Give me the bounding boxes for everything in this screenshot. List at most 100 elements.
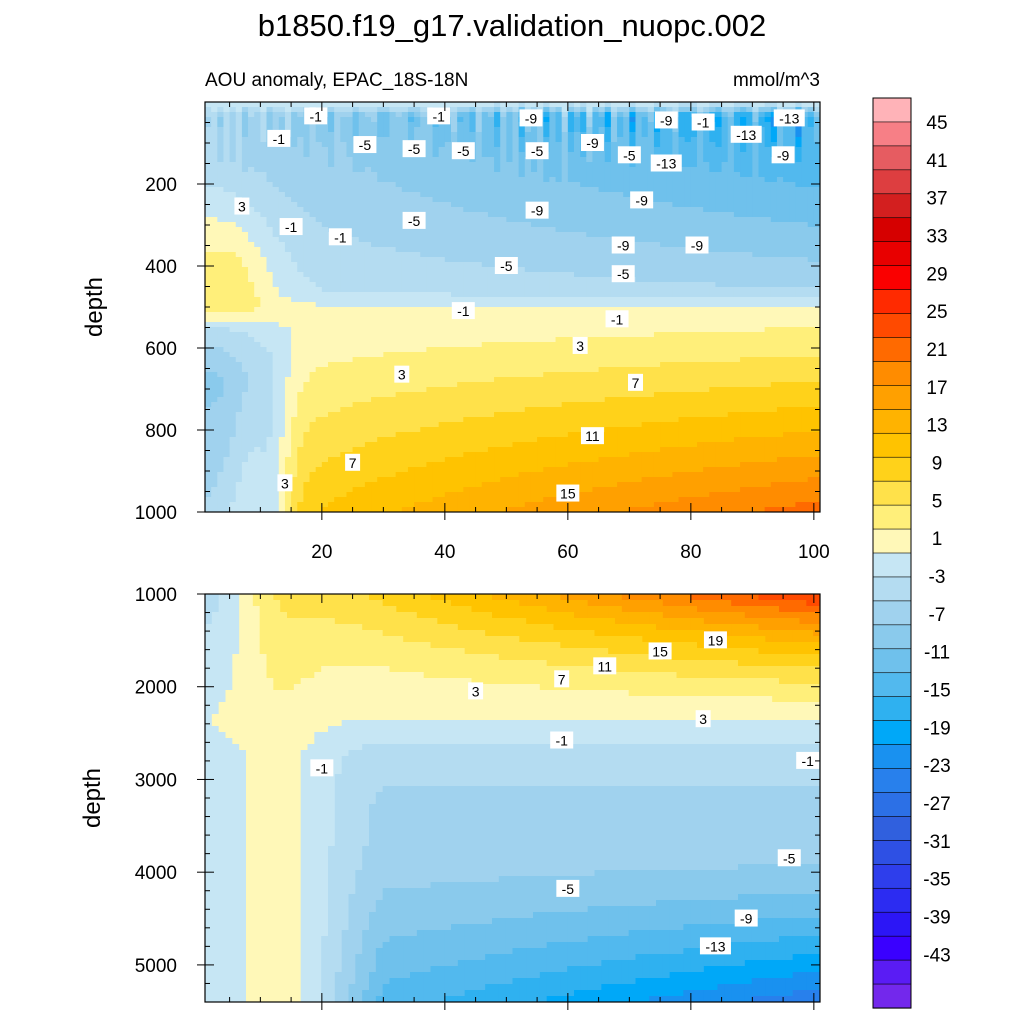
field-cell bbox=[352, 112, 360, 118]
field-cell bbox=[395, 257, 403, 263]
field-cell bbox=[549, 312, 557, 318]
field-cell bbox=[697, 322, 704, 328]
field-cell bbox=[629, 222, 637, 228]
field-cell bbox=[346, 152, 354, 158]
field-cell bbox=[494, 272, 501, 278]
field-cell bbox=[438, 187, 446, 193]
field-cell bbox=[795, 337, 803, 343]
field-cell bbox=[420, 157, 427, 163]
field-cell bbox=[395, 142, 403, 148]
field-cell bbox=[254, 337, 261, 343]
field-cell bbox=[328, 287, 335, 293]
field-cell bbox=[475, 342, 483, 348]
field-cell bbox=[574, 102, 581, 108]
field-cell bbox=[432, 127, 440, 133]
field-cell bbox=[506, 232, 514, 238]
field-cell bbox=[211, 242, 218, 248]
field-cell bbox=[321, 322, 329, 328]
field-cell bbox=[364, 162, 372, 168]
field-cell bbox=[444, 217, 452, 223]
field-cell bbox=[555, 122, 563, 128]
field-cell bbox=[567, 112, 575, 118]
field-cell bbox=[463, 197, 471, 203]
field-cell bbox=[580, 117, 587, 123]
field-cell bbox=[266, 342, 274, 348]
field-cell bbox=[377, 112, 384, 118]
field-cell bbox=[438, 292, 446, 298]
field-cell bbox=[518, 177, 526, 183]
field-cell bbox=[383, 257, 391, 263]
field-cell bbox=[518, 162, 526, 168]
field-cell bbox=[395, 147, 403, 153]
field-cell bbox=[487, 182, 495, 188]
field-cell bbox=[740, 287, 747, 293]
field-cell bbox=[641, 322, 649, 328]
field-cell bbox=[303, 152, 311, 158]
field-cell bbox=[229, 287, 237, 293]
field-cell bbox=[697, 172, 704, 178]
field-cell bbox=[217, 152, 225, 158]
field-cell bbox=[592, 212, 600, 218]
field-cell bbox=[309, 237, 317, 243]
field-cell bbox=[438, 237, 446, 243]
field-cell bbox=[211, 327, 218, 333]
field-cell bbox=[432, 142, 440, 148]
field-cell bbox=[752, 297, 760, 303]
field-cell bbox=[524, 337, 532, 343]
field-cell bbox=[506, 142, 514, 148]
field-cell bbox=[586, 342, 594, 348]
field-cell bbox=[248, 112, 255, 118]
field-cell bbox=[672, 302, 680, 308]
field-cell bbox=[340, 347, 348, 353]
field-cell bbox=[321, 287, 329, 293]
field-cell bbox=[235, 112, 243, 118]
field-cell bbox=[678, 272, 686, 278]
field-cell bbox=[721, 332, 729, 338]
field-cell bbox=[647, 342, 655, 348]
field-cell bbox=[241, 302, 249, 308]
field-cell bbox=[389, 127, 397, 133]
field-cell bbox=[260, 332, 268, 338]
field-cell bbox=[352, 307, 360, 313]
field-cell bbox=[740, 272, 747, 278]
field-cell bbox=[315, 342, 323, 348]
field-cell bbox=[469, 167, 477, 173]
field-cell bbox=[414, 317, 421, 323]
field-cell bbox=[783, 232, 790, 238]
field-cell bbox=[574, 157, 581, 163]
field-cell bbox=[647, 112, 655, 118]
field-cell bbox=[697, 182, 704, 188]
field-cell bbox=[537, 102, 544, 108]
field-cell bbox=[487, 227, 495, 233]
field-cell bbox=[389, 312, 397, 318]
field-cell bbox=[721, 257, 729, 263]
field-cell bbox=[217, 177, 225, 183]
field-cell bbox=[401, 242, 409, 248]
field-cell bbox=[555, 142, 563, 148]
field-cell bbox=[586, 307, 594, 313]
field-cell bbox=[309, 292, 317, 298]
field-cell bbox=[500, 342, 507, 348]
field-cell bbox=[451, 202, 458, 208]
field-cell bbox=[660, 227, 667, 233]
field-cell bbox=[211, 127, 218, 133]
field-cell bbox=[678, 177, 686, 183]
field-cell bbox=[740, 117, 747, 123]
field-cell bbox=[770, 237, 778, 243]
field-cell bbox=[371, 347, 378, 353]
field-cell bbox=[248, 147, 255, 153]
field-cell bbox=[653, 237, 661, 243]
field-cell bbox=[475, 207, 483, 213]
field-cell bbox=[346, 102, 354, 108]
field-cell bbox=[776, 297, 784, 303]
field-cell bbox=[549, 157, 557, 163]
field-cell bbox=[328, 302, 335, 308]
field-cell bbox=[469, 262, 477, 268]
field-cell bbox=[672, 132, 680, 138]
field-cell bbox=[487, 277, 495, 283]
field-cell bbox=[592, 247, 600, 253]
field-cell bbox=[463, 102, 471, 108]
field-cell bbox=[549, 252, 557, 258]
field-cell bbox=[426, 102, 434, 108]
field-cell bbox=[420, 267, 427, 273]
